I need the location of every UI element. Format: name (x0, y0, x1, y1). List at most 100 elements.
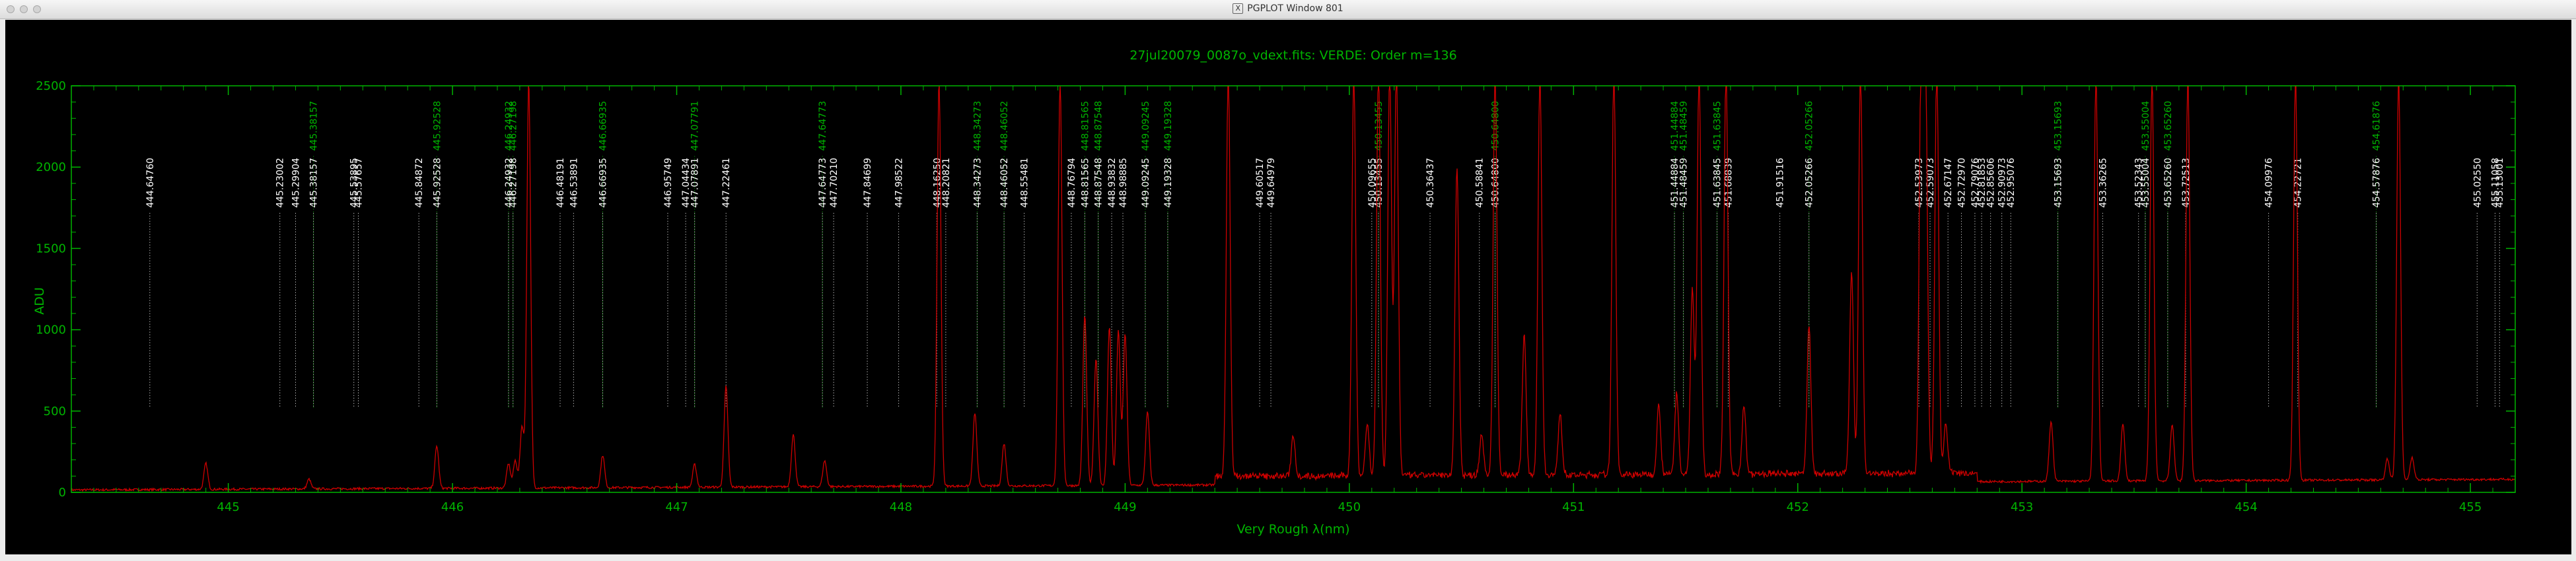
spectrum-chart[interactable]: 27jul20079_0087o_vdext.fits: VERDE: Orde… (5, 20, 2571, 554)
line-label: 447.64773 (818, 101, 828, 151)
line-label: 451.63845 (1713, 158, 1723, 208)
line-label: 445.29904 (291, 158, 301, 208)
line-label: 449.09245 (1141, 158, 1151, 208)
line-label: 453.65260 (2163, 101, 2174, 151)
x-tick-label: 453 (2011, 500, 2033, 514)
line-label: 452.67147 (1943, 158, 1954, 208)
line-label: 453.52343 (2134, 158, 2145, 208)
line-label: 447.98522 (894, 158, 905, 208)
line-label: 446.66935 (598, 158, 608, 208)
minimize-button[interactable] (20, 5, 28, 13)
line-label: 448.81565 (1080, 158, 1091, 208)
line-label: 452.95076 (2006, 158, 2017, 208)
line-label: 452.90973 (1997, 158, 2008, 208)
line-label: 450.64800 (1491, 158, 1501, 208)
line-label: 451.63845 (1713, 101, 1723, 151)
line-label: 448.34273 (972, 101, 983, 151)
line-label: 452.85606 (1986, 158, 1997, 208)
x-axis-label: Very Rough λ(nm) (1236, 522, 1349, 537)
line-label: 452.59073 (1925, 158, 1936, 208)
line-label: 453.55004 (2141, 101, 2151, 151)
line-label: 448.76794 (1067, 158, 1077, 208)
line-label: 455.11058 (2490, 158, 2501, 208)
y-axis-label: ADU (32, 287, 47, 315)
line-label: 448.87548 (1094, 101, 1104, 151)
line-label: 445.92528 (432, 101, 443, 151)
line-label: 448.46052 (999, 158, 1010, 208)
line-label: 445.92528 (432, 158, 443, 208)
zoom-button[interactable] (33, 5, 41, 13)
line-label: 451.91516 (1775, 158, 1786, 208)
x-tick-label: 449 (1114, 500, 1136, 514)
line-label: 454.57876 (2372, 158, 2382, 208)
line-label: 451.68839 (1724, 158, 1735, 208)
line-label: 447.64773 (818, 158, 828, 208)
line-label: 451.44884 (1670, 158, 1680, 208)
line-label: 446.27198 (509, 101, 519, 151)
line-label: 445.23002 (275, 158, 286, 208)
line-label: 446.24932 (504, 101, 515, 151)
x-tick-label: 448 (890, 500, 912, 514)
title-bar[interactable]: X PGPLOT Window 801 (0, 0, 2576, 19)
line-label: 446.95749 (663, 158, 674, 208)
line-label: 447.07791 (690, 101, 701, 151)
x-tick-label: 454 (2235, 500, 2257, 514)
line-label: 454.22721 (2293, 158, 2304, 208)
y-tick-label: 2500 (36, 79, 66, 93)
spectrum-series (71, 84, 2516, 492)
line-label: 451.48459 (1679, 158, 1690, 208)
line-label: 445.57657 (353, 158, 364, 208)
line-label: 449.19328 (1163, 101, 1174, 151)
line-label: 452.05266 (1805, 101, 1815, 151)
line-label: 446.24932 (504, 158, 515, 208)
close-button[interactable] (7, 5, 15, 13)
line-label: 447.04434 (681, 158, 692, 208)
line-label: 448.98885 (1118, 158, 1129, 208)
line-label: 445.38157 (309, 158, 320, 208)
line-label: 452.79076 (1970, 158, 1981, 208)
y-tick-label: 0 (59, 486, 66, 500)
line-label: 453.15693 (2054, 158, 2064, 208)
line-label: 447.84699 (863, 158, 873, 208)
line-label: 451.44884 (1670, 101, 1680, 151)
line-label: 447.22461 (721, 158, 732, 208)
line-label: 453.36265 (2098, 158, 2108, 208)
line-label: 446.27198 (509, 158, 519, 208)
x-tick-label: 450 (1338, 500, 1361, 514)
line-label: 453.55004 (2141, 158, 2151, 208)
line-label: 445.84872 (414, 158, 425, 208)
line-label: 452.81853 (1977, 158, 1987, 208)
line-label: 447.07891 (690, 158, 701, 208)
line-label: 445.38157 (309, 101, 320, 151)
line-label: 446.48191 (555, 158, 566, 208)
line-label: 455.13001 (2495, 158, 2505, 208)
line-label: 445.53895 (349, 158, 360, 208)
window-title-wrap: X PGPLOT Window 801 (0, 3, 2576, 14)
line-label: 448.93832 (1107, 158, 1118, 208)
chart-title: 27jul20079_0087o_vdext.fits: VERDE: Orde… (1129, 48, 1456, 63)
line-label: 448.46052 (999, 101, 1010, 151)
x-tick-label: 445 (217, 500, 239, 514)
line-label: 452.72970 (1957, 158, 1968, 208)
line-label: 455.02550 (2472, 158, 2483, 208)
plot-frame (71, 85, 2516, 493)
line-label: 448.20821 (941, 158, 952, 208)
line-label: 453.65260 (2163, 158, 2174, 208)
line-label: 450.36437 (1425, 158, 1436, 208)
y-tick-label: 2000 (36, 160, 66, 174)
line-label: 450.13455 (1374, 158, 1384, 208)
line-label: 448.55481 (1020, 158, 1030, 208)
x-tick-label: 452 (1787, 500, 1809, 514)
x-tick-label: 447 (665, 500, 688, 514)
line-label: 448.87548 (1094, 158, 1104, 208)
line-label: 454.09976 (2264, 158, 2275, 208)
line-label: 449.60517 (1255, 158, 1266, 208)
line-label: 452.05266 (1805, 158, 1815, 208)
line-label: 453.15693 (2054, 101, 2064, 151)
x-tick-label: 446 (441, 500, 464, 514)
x-tick-label: 455 (2459, 500, 2482, 514)
line-labels: 444.64760 445.23002 445.29904 445.38157 445.… (145, 101, 2505, 408)
line-label: 447.70210 (829, 158, 840, 208)
plot-area[interactable]: 27jul20079_0087o_vdext.fits: VERDE: Orde… (5, 20, 2571, 554)
